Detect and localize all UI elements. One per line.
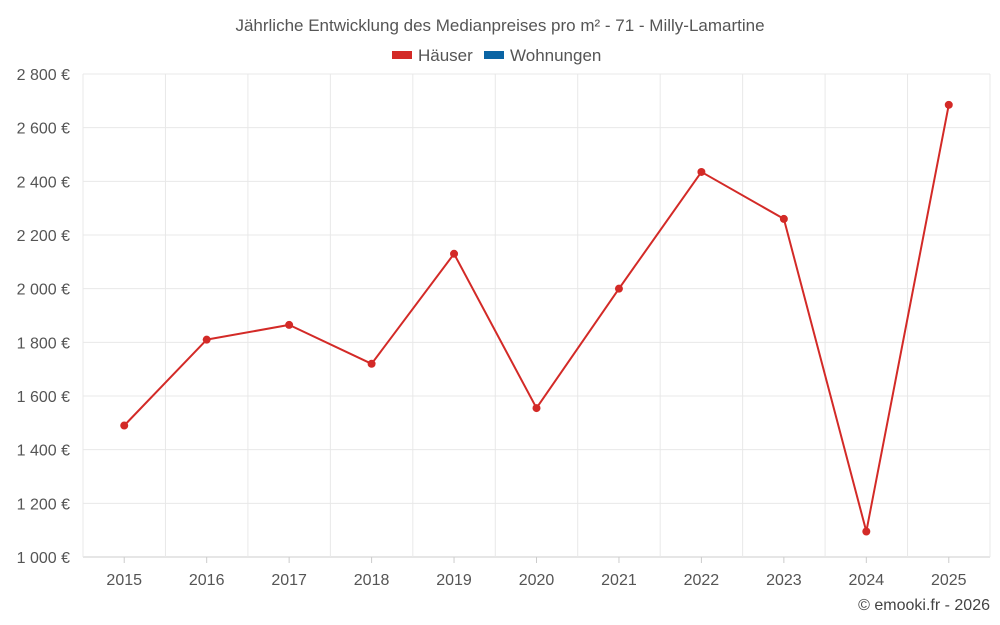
y-tick-label: 2 600 € [17, 121, 70, 138]
legend-label-hauser[interactable]: Häuser [418, 46, 473, 65]
series-hauser [120, 100, 953, 536]
x-tick-label: 2019 [436, 572, 472, 589]
x-axis-ticks: 2015 2016 2017 2018 2019 2020 2021 2022 2023 2024… [106, 557, 967, 589]
x-tick-label: 2025 [931, 572, 967, 589]
x-tick-label: 2015 [106, 572, 142, 589]
y-tick-label: 2 000 € [17, 282, 70, 299]
data-point[interactable] [120, 421, 129, 430]
data-point[interactable] [697, 167, 706, 176]
x-tick-label: 2023 [766, 572, 802, 589]
data-point[interactable] [779, 214, 788, 223]
data-point[interactable] [614, 284, 623, 293]
x-tick-label: 2018 [354, 572, 390, 589]
x-tick-label: 2016 [189, 572, 225, 589]
y-tick-label: 1 600 € [17, 389, 70, 406]
y-tick-label: 2 400 € [17, 174, 70, 191]
legend: Häuser Wohnungen [392, 46, 601, 65]
legend-swatch-hauser [392, 51, 412, 59]
y-tick-label: 1 000 € [17, 550, 70, 567]
data-point[interactable] [862, 527, 871, 536]
x-tick-label: 2021 [601, 572, 637, 589]
y-tick-label: 1 800 € [17, 335, 70, 352]
grid [82, 73, 991, 558]
x-tick-label: 2017 [271, 572, 307, 589]
data-point[interactable] [450, 249, 459, 258]
data-point[interactable] [202, 335, 211, 344]
chart-title: Jährliche Entwicklung des Medianpreises … [235, 16, 764, 35]
x-tick-label: 2020 [519, 572, 555, 589]
data-point[interactable] [285, 320, 294, 329]
x-tick-label: 2022 [684, 572, 720, 589]
legend-label-wohnungen[interactable]: Wohnungen [510, 46, 601, 65]
y-tick-label: 2 800 € [17, 67, 70, 84]
y-tick-label: 1 400 € [17, 443, 70, 460]
x-tick-label: 2024 [849, 572, 885, 589]
data-point[interactable] [944, 100, 953, 109]
y-axis-ticks: 1 000 € 1 200 € 1 400 € 1 600 € 1 800 € 2 000… [17, 67, 70, 567]
legend-swatch-wohnungen [484, 51, 504, 59]
y-tick-label: 2 200 € [17, 228, 70, 245]
data-point[interactable] [367, 359, 376, 368]
y-tick-label: 1 200 € [17, 496, 70, 513]
credit-text: © emooki.fr - 2026 [858, 597, 990, 614]
data-point[interactable] [532, 404, 541, 413]
